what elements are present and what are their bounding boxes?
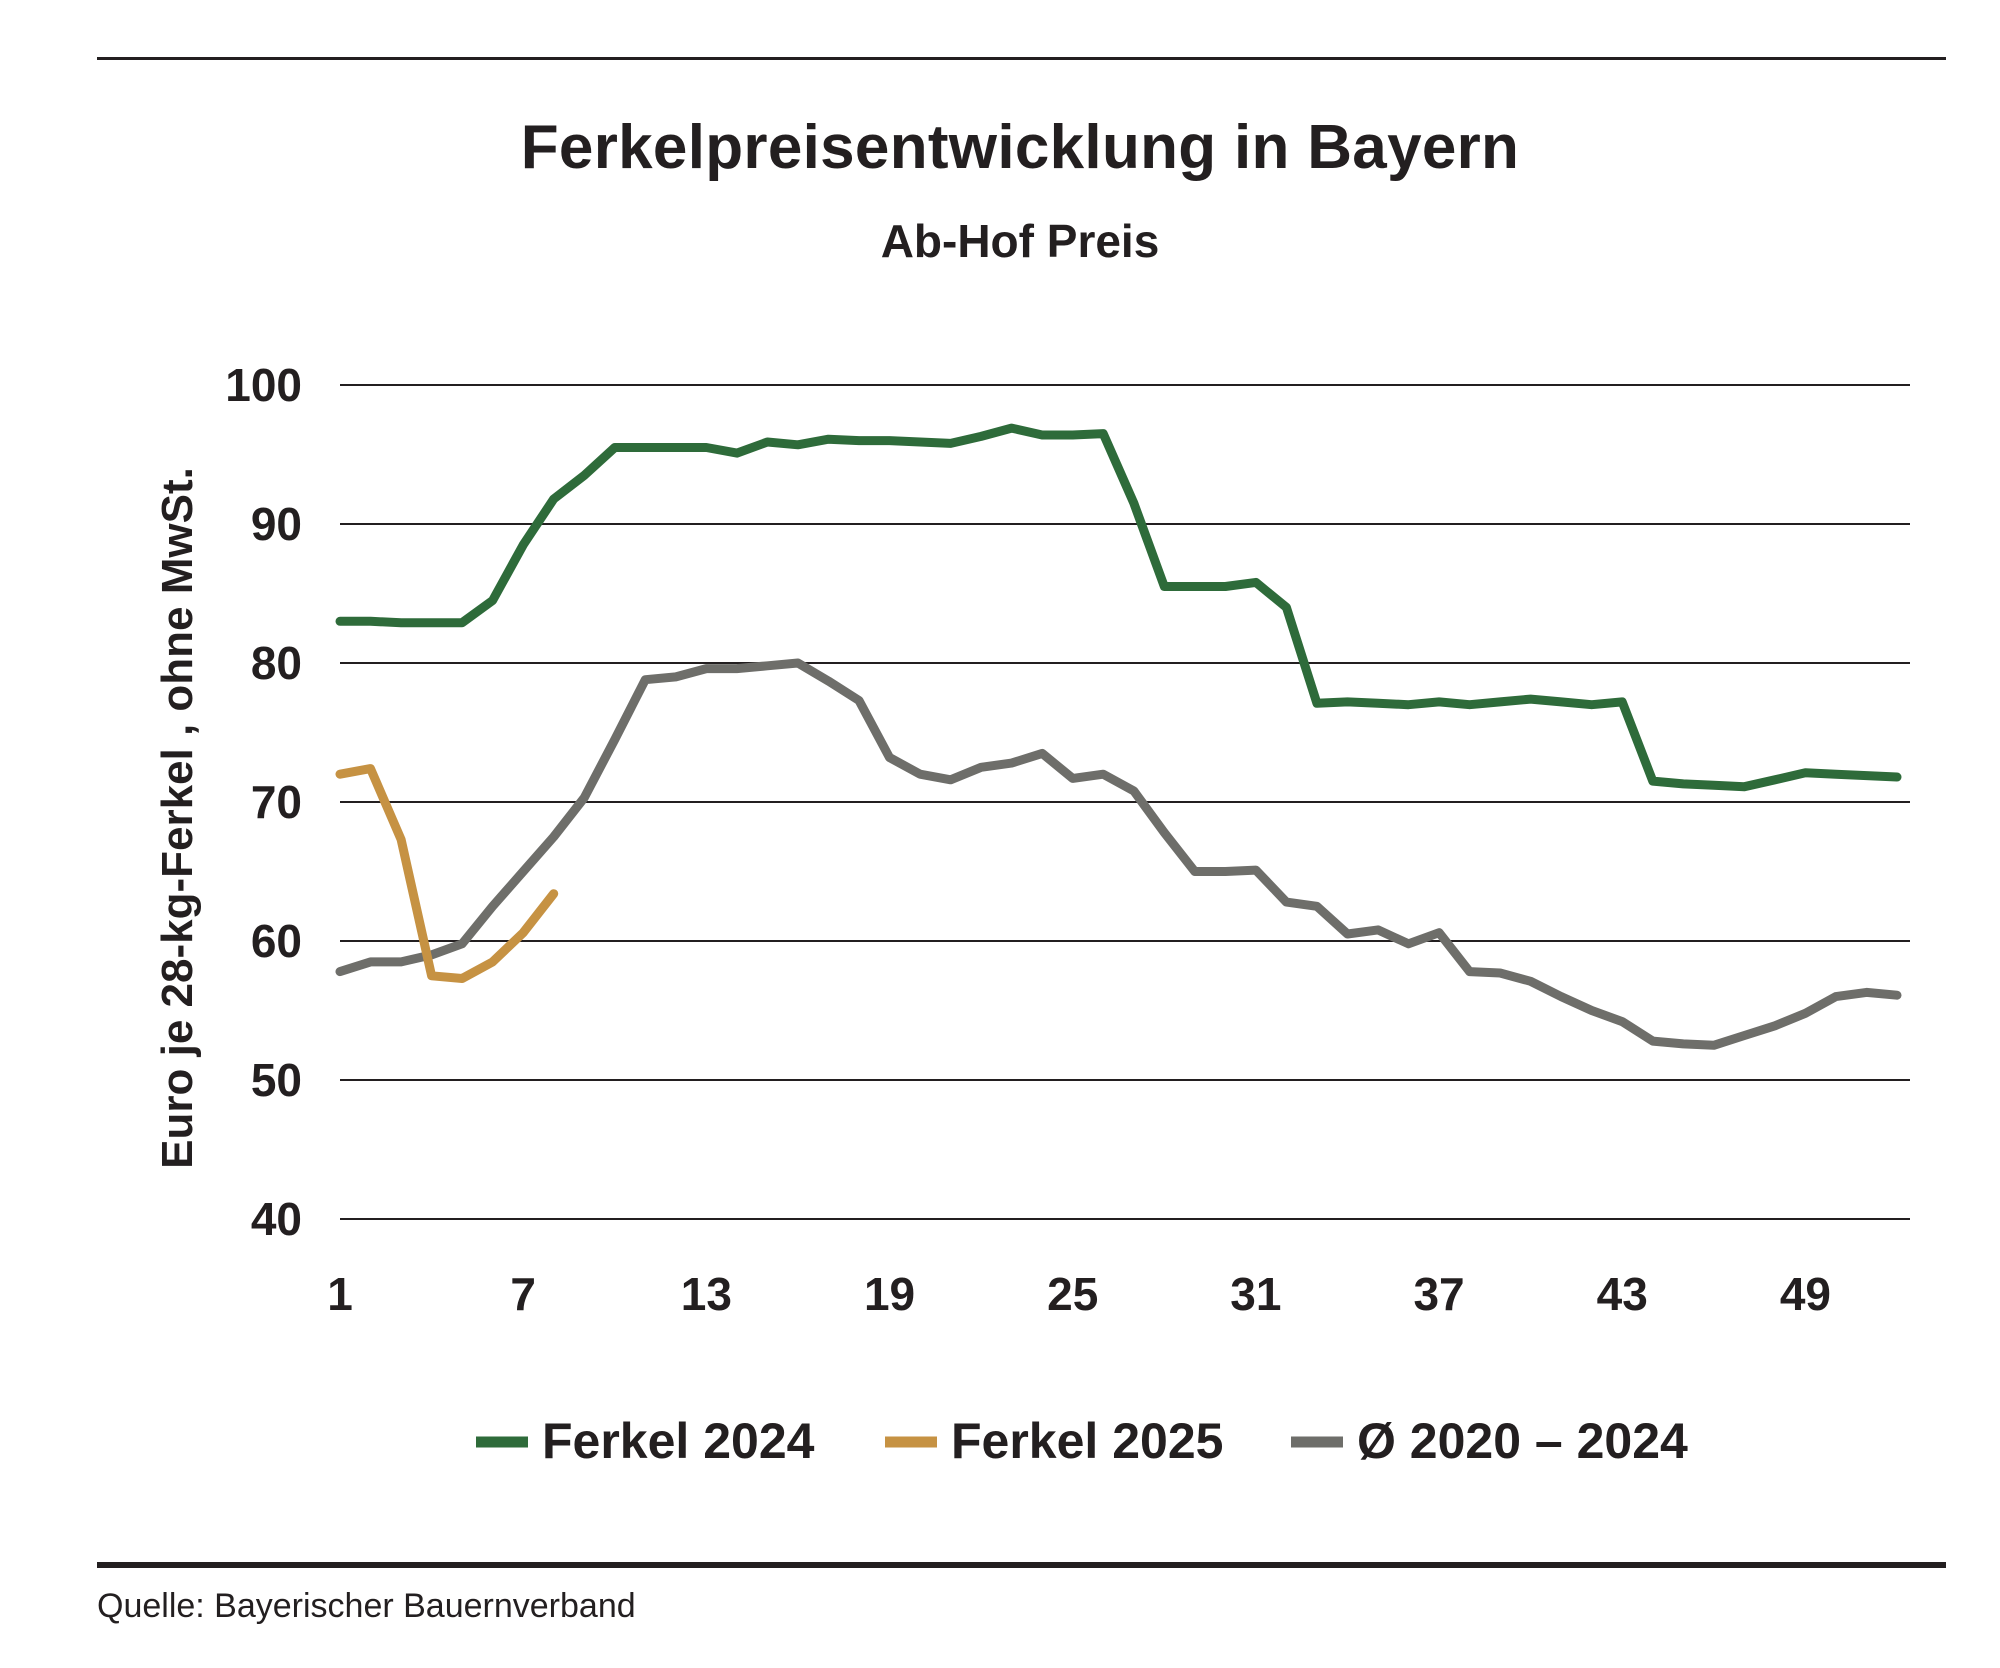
top-rule xyxy=(97,57,1946,60)
y-tick-label: 80 xyxy=(251,637,302,689)
x-tick-label: 49 xyxy=(1780,1268,1831,1320)
bottom-rule xyxy=(97,1562,1946,1568)
legend-label-2: Ø 2020 – 2024 xyxy=(1357,1413,1688,1469)
series-line-2 xyxy=(335,658,1902,1050)
x-tick-labels: 1 7 13 19 25 31 37 43 49 xyxy=(327,1268,1831,1320)
y-tick-label: 100 xyxy=(225,359,302,411)
gridlines xyxy=(340,384,1910,1220)
y-tick-labels: 40 50 60 70 80 90 100 xyxy=(225,359,302,1245)
x-tick-label: 7 xyxy=(510,1268,536,1320)
x-tick-label: 43 xyxy=(1597,1268,1648,1320)
chart-subtitle: Ab-Hof Preis xyxy=(880,215,1160,267)
x-tick-label: 19 xyxy=(864,1268,915,1320)
y-tick-label: 40 xyxy=(251,1193,302,1245)
y-tick-label: 90 xyxy=(251,498,302,550)
legend-label-1: Ferkel 2025 xyxy=(951,1413,1223,1469)
x-tick-label: 13 xyxy=(681,1268,732,1320)
x-tick-label: 31 xyxy=(1230,1268,1281,1320)
legend-label-0: Ferkel 2024 xyxy=(542,1413,815,1469)
y-tick-label: 50 xyxy=(251,1054,302,1106)
series-line-1 xyxy=(335,764,559,983)
source-note: Quelle: Bayerischer Bauernverband xyxy=(97,1587,636,1625)
x-tick-label: 25 xyxy=(1047,1268,1098,1320)
legend: Ferkel 2024 Ferkel 2025 Ø 2020 – 2024 xyxy=(476,1413,1688,1469)
chart-title: Ferkelpreisentwicklung in Bayern xyxy=(520,113,1520,182)
y-tick-label: 70 xyxy=(251,776,302,828)
series-line-0 xyxy=(335,423,1902,792)
series-lines xyxy=(335,423,1902,1050)
x-tick-label: 1 xyxy=(327,1268,353,1320)
y-tick-label: 60 xyxy=(251,915,302,967)
x-tick-label: 37 xyxy=(1413,1268,1464,1320)
